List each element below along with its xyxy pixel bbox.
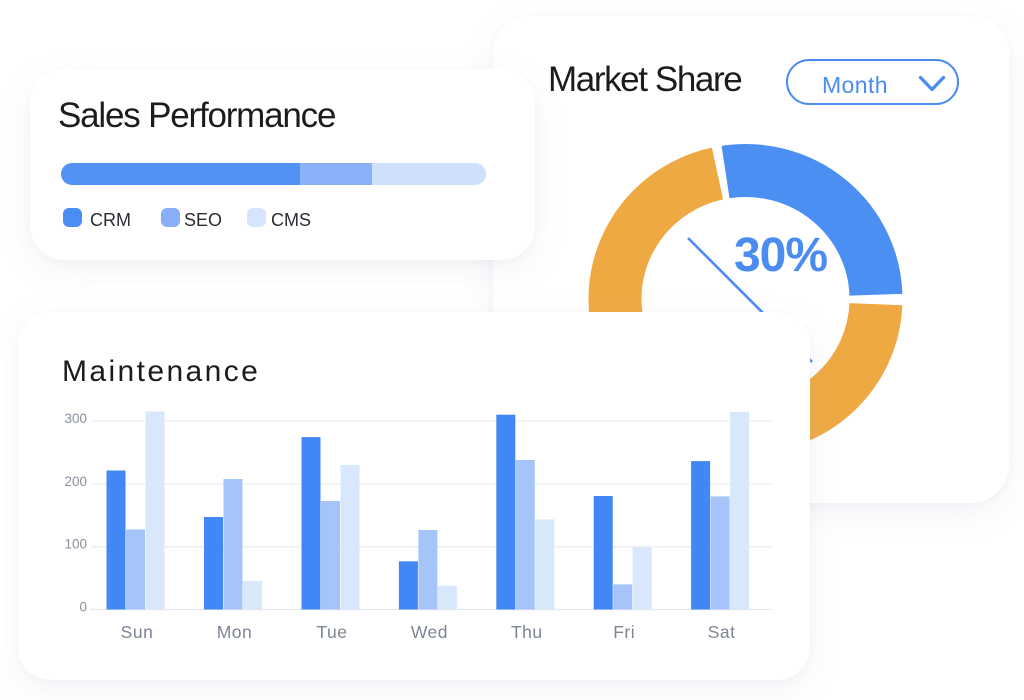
svg-text:300: 300	[64, 411, 87, 426]
svg-text:Sat: Sat	[708, 622, 736, 642]
svg-text:Sun: Sun	[121, 622, 154, 642]
svg-text:30%: 30%	[734, 229, 827, 282]
svg-text:Fri: Fri	[613, 622, 635, 642]
svg-text:Thu: Thu	[511, 622, 543, 642]
svg-text:Wed: Wed	[411, 622, 448, 642]
svg-text:100: 100	[64, 537, 87, 552]
svg-text:0: 0	[79, 600, 87, 615]
svg-text:Mon: Mon	[217, 622, 253, 642]
svg-text:Tue: Tue	[316, 622, 347, 642]
svg-text:200: 200	[64, 474, 87, 489]
